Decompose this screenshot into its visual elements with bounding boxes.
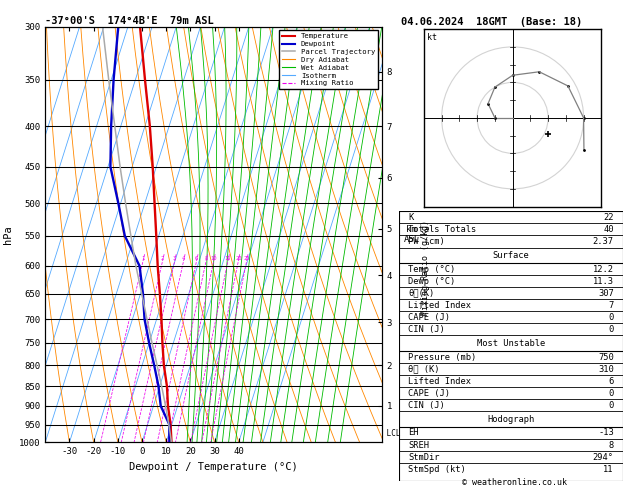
Text: 3: 3 (173, 256, 176, 261)
X-axis label: Dewpoint / Temperature (°C): Dewpoint / Temperature (°C) (129, 462, 298, 472)
Text: CAPE (J): CAPE (J) (408, 389, 450, 398)
Text: θᴄ (K): θᴄ (K) (408, 364, 440, 374)
Text: 750: 750 (598, 353, 614, 362)
Text: © weatheronline.co.uk: © weatheronline.co.uk (462, 478, 567, 486)
Text: 20: 20 (235, 256, 242, 261)
Text: Lifted Index: Lifted Index (408, 377, 471, 386)
Text: 0: 0 (608, 313, 614, 322)
Text: PW (cm): PW (cm) (408, 237, 445, 246)
Text: kt: kt (428, 33, 438, 42)
Text: 40: 40 (603, 225, 614, 234)
Text: θᴄ(K): θᴄ(K) (408, 289, 435, 298)
Text: Lifted Index: Lifted Index (408, 301, 471, 310)
Text: 2.37: 2.37 (593, 237, 614, 246)
Text: 0: 0 (608, 401, 614, 410)
Text: 25: 25 (243, 256, 250, 261)
Text: 1: 1 (142, 256, 145, 261)
Text: EH: EH (408, 429, 419, 437)
Text: Temp (°C): Temp (°C) (408, 265, 455, 274)
Text: K: K (408, 213, 414, 222)
Text: Totals Totals: Totals Totals (408, 225, 477, 234)
Text: CIN (J): CIN (J) (408, 325, 445, 334)
Text: 11.3: 11.3 (593, 277, 614, 286)
Text: StmDir: StmDir (408, 452, 440, 462)
Text: 310: 310 (598, 364, 614, 374)
Text: 10: 10 (210, 256, 217, 261)
Text: Pressure (mb): Pressure (mb) (408, 353, 477, 362)
Text: 2: 2 (161, 256, 164, 261)
Text: 0: 0 (608, 389, 614, 398)
Text: 11: 11 (603, 465, 614, 473)
Text: Surface: Surface (493, 251, 530, 260)
Text: 15: 15 (225, 256, 231, 261)
Text: -13: -13 (598, 429, 614, 437)
Text: 12.2: 12.2 (593, 265, 614, 274)
Text: -37°00'S  174°4B'E  79m ASL: -37°00'S 174°4B'E 79m ASL (45, 16, 214, 26)
Text: 0: 0 (608, 325, 614, 334)
Text: CAPE (J): CAPE (J) (408, 313, 450, 322)
Text: 4: 4 (182, 256, 185, 261)
Text: 7: 7 (608, 301, 614, 310)
Text: LCL: LCL (382, 429, 400, 438)
Text: CIN (J): CIN (J) (408, 401, 445, 410)
Text: StmSpd (kt): StmSpd (kt) (408, 465, 466, 473)
Text: Mixing Ratio (g/kg): Mixing Ratio (g/kg) (421, 220, 430, 315)
Y-axis label: km
ASL: km ASL (403, 225, 420, 244)
Text: 294°: 294° (593, 452, 614, 462)
Text: Most Unstable: Most Unstable (477, 339, 545, 348)
Y-axis label: hPa: hPa (3, 225, 13, 244)
Legend: Temperature, Dewpoint, Parcel Trajectory, Dry Adiabat, Wet Adiabat, Isotherm, Mi: Temperature, Dewpoint, Parcel Trajectory… (279, 30, 378, 89)
Text: 8: 8 (608, 440, 614, 450)
Text: SREH: SREH (408, 440, 430, 450)
Text: Hodograph: Hodograph (487, 415, 535, 424)
Text: Dewp (°C): Dewp (°C) (408, 277, 455, 286)
Text: 04.06.2024  18GMT  (Base: 18): 04.06.2024 18GMT (Base: 18) (401, 17, 582, 27)
Text: 22: 22 (603, 213, 614, 222)
Text: 6: 6 (608, 377, 614, 386)
Text: 8: 8 (204, 256, 208, 261)
Text: 307: 307 (598, 289, 614, 298)
Text: 6: 6 (195, 256, 198, 261)
